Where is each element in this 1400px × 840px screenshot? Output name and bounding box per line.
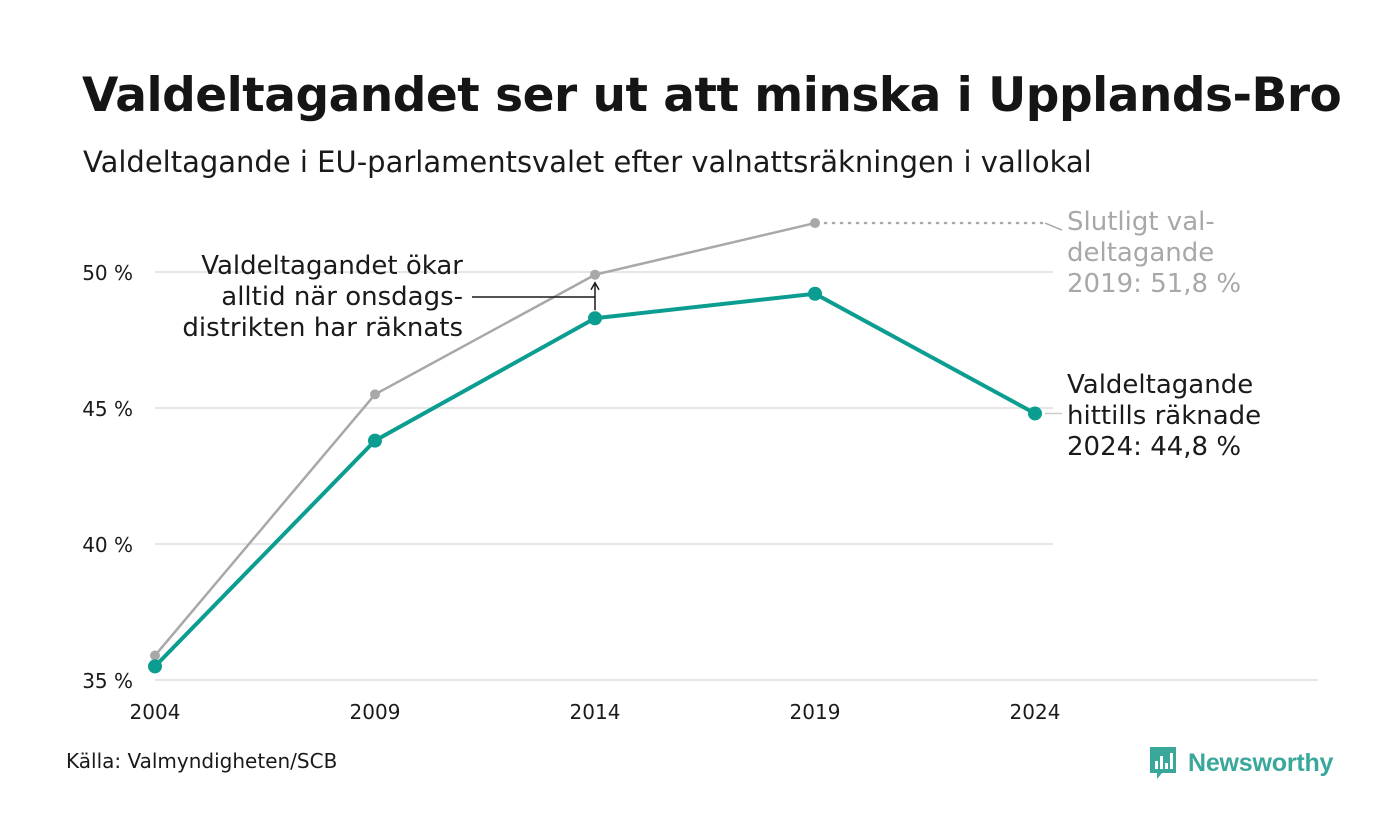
- newsworthy-logo-icon: [1150, 747, 1176, 779]
- note-arrowhead: [590, 281, 600, 291]
- x-axis-tick-labels: 2004 2009 2014 2019 2024: [130, 700, 1061, 724]
- y-tick-label: 40 %: [82, 533, 133, 557]
- y-tick-label: 45 %: [82, 397, 133, 421]
- count-series-label-line: hittills räknade: [1067, 401, 1261, 431]
- final-series-label-line: 2019: 51,8 %: [1067, 269, 1241, 299]
- count-series-point: [368, 433, 382, 448]
- count-series-point: [588, 311, 602, 326]
- count-series-label-line: 2024: 44,8 %: [1067, 432, 1241, 462]
- x-tick-label: 2024: [1010, 700, 1061, 724]
- final-series-point: [370, 389, 380, 400]
- note-annotation-line: alltid när onsdags-: [221, 282, 463, 312]
- source-note: Källa: Valmyndigheten/SCB: [66, 749, 338, 773]
- final-series-point: [150, 650, 160, 661]
- y-tick-label: 35 %: [82, 669, 133, 693]
- count-series-point: [808, 286, 822, 301]
- brand-logo[interactable]: Newsworthy: [1148, 743, 1333, 783]
- annotations: Slutligt val-deltagande 2019: 51,8 % Valde…: [182, 207, 1261, 462]
- note-annotation-line: distrikten har räknats: [182, 313, 463, 343]
- chart-subtitle: Valdeltagande i EU-parlamentsvalet efter…: [83, 145, 1092, 179]
- count-series-line: [153, 291, 1037, 669]
- count-series-label-line: Valdeltagande: [1067, 370, 1253, 400]
- final-label-connector: [1044, 222, 1063, 231]
- final-series-label-line: Slutligt val-: [1067, 207, 1215, 237]
- final-series-point: [590, 269, 600, 280]
- y-axis-tick-labels: 35 % 40 % 45 % 50 %: [82, 261, 133, 693]
- x-tick-label: 2019: [790, 700, 841, 724]
- note-annotation-line: Valdeltagandet ökar: [201, 251, 463, 281]
- count-series-label: Valdeltagande hittills räknade 2024: 44,8 …: [1067, 370, 1261, 462]
- x-tick-label: 2004: [130, 700, 181, 724]
- x-tick-label: 2009: [350, 700, 401, 724]
- final-series-label-line: deltagande: [1067, 238, 1214, 268]
- final-series-line: [153, 221, 817, 657]
- series-count: [148, 286, 1042, 674]
- final-series-label: Slutligt val-deltagande 2019: 51,8 %: [1067, 207, 1241, 299]
- count-series-point: [148, 659, 162, 674]
- series-final: [150, 218, 820, 661]
- count-series-point: [1028, 406, 1042, 421]
- x-tick-label: 2014: [570, 700, 621, 724]
- y-tick-label: 50 %: [82, 261, 133, 285]
- note-annotation: Valdeltagandet ökar alltid när onsdags-di…: [182, 251, 463, 343]
- final-series-point: [810, 218, 820, 229]
- chart-title: Valdeltagandet ser ut att minska i Uppla…: [82, 68, 1342, 123]
- brand-name: Newsworthy: [1188, 748, 1334, 777]
